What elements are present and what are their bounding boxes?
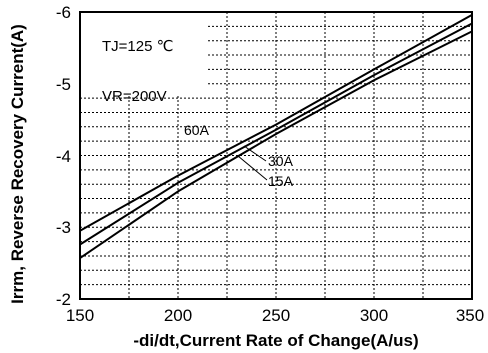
y-tick-label: -5 [56, 75, 71, 94]
series-line-15a [79, 30, 473, 259]
y-tick-labels: -2 -3 -4 -5 -6 [56, 3, 71, 309]
series-annotations: 60A 30A 15A [184, 122, 294, 189]
y-tick-label: -2 [56, 290, 71, 309]
plot-frame [79, 11, 473, 300]
series-line-30a [79, 22, 473, 246]
condition-voltage: VR=200V [102, 88, 167, 105]
x-tick-label: 350 [456, 306, 484, 325]
y-tick-label: -3 [56, 218, 71, 237]
annotation-30a: 30A [268, 153, 294, 169]
y-tick-label: -6 [56, 3, 71, 22]
y-tick-label: -4 [56, 147, 71, 166]
series-lines [79, 14, 473, 259]
x-tick-label: 150 [66, 306, 94, 325]
x-tick-label: 250 [262, 306, 290, 325]
leader-30a [243, 145, 267, 162]
leader-15a [237, 155, 268, 181]
condition-temperature: TJ=125 ℃ [102, 38, 173, 55]
series-line-60a [79, 14, 473, 232]
y-axis-title: Irrm, Reverse Recovery Current(A) [8, 24, 27, 304]
x-tick-labels: 150 200 250 300 350 [66, 306, 484, 325]
x-tick-label: 200 [164, 306, 192, 325]
x-tick-label: 300 [360, 306, 388, 325]
conditions-box [81, 12, 208, 96]
x-axis-title: -di/dt,Current Rate of Change(A/us) [133, 331, 418, 350]
annotation-60a: 60A [184, 122, 210, 138]
annotation-15a: 15A [268, 173, 294, 189]
